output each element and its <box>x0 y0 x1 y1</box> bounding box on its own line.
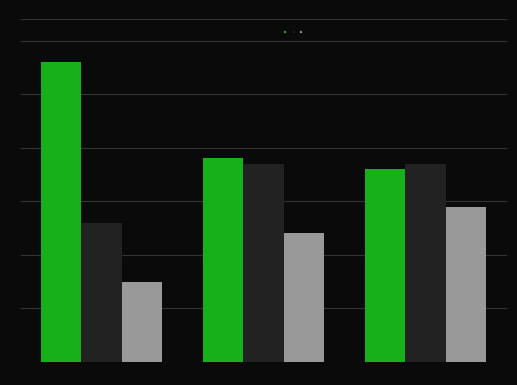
Bar <box>122 281 162 362</box>
Bar <box>41 62 81 362</box>
Bar <box>203 159 244 362</box>
Bar <box>284 233 325 362</box>
Bar <box>365 169 405 362</box>
Bar <box>81 223 122 362</box>
Bar <box>446 207 486 362</box>
Bar <box>244 164 284 362</box>
Legend: États-Unis, Canada, Zone euro: États-Unis, Canada, Zone euro <box>284 30 309 33</box>
Bar <box>405 164 446 362</box>
